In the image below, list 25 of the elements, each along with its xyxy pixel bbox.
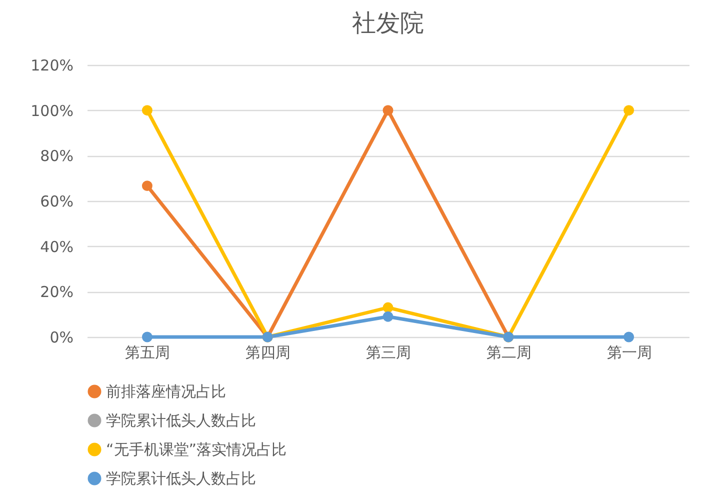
legend-label: “无手机课堂”落实情况占比 xyxy=(106,440,287,458)
y-tick-label: 60% xyxy=(40,192,74,210)
point xyxy=(624,105,634,116)
point xyxy=(382,311,394,322)
y-tick-label: 80% xyxy=(40,147,74,166)
y-tick-label: 20% xyxy=(40,283,74,302)
legend-label: 学院累计低头人数占比 xyxy=(106,470,256,488)
y-tick-label: 0% xyxy=(50,328,74,346)
x-tick-label: 第四周 xyxy=(246,344,291,362)
x-tick-label: 第一周 xyxy=(606,344,652,362)
point xyxy=(142,332,152,342)
y-tick-label: 120% xyxy=(30,56,74,74)
legend-label: 学院累计低头人数占比 xyxy=(106,412,256,430)
point xyxy=(382,105,394,116)
point xyxy=(142,180,152,192)
y-tick-label: 40% xyxy=(40,238,74,256)
y-tick-label: 100% xyxy=(30,102,74,120)
legend-label: 前排落座情况占比 xyxy=(106,382,226,400)
point xyxy=(142,105,152,116)
point xyxy=(382,302,394,313)
x-tick-label: 第二周 xyxy=(486,344,532,362)
x-tick-label: 第五周 xyxy=(125,344,170,362)
point xyxy=(624,332,634,342)
x-tick-label: 第三周 xyxy=(366,344,411,362)
chart-title: 社发院 xyxy=(352,9,424,37)
